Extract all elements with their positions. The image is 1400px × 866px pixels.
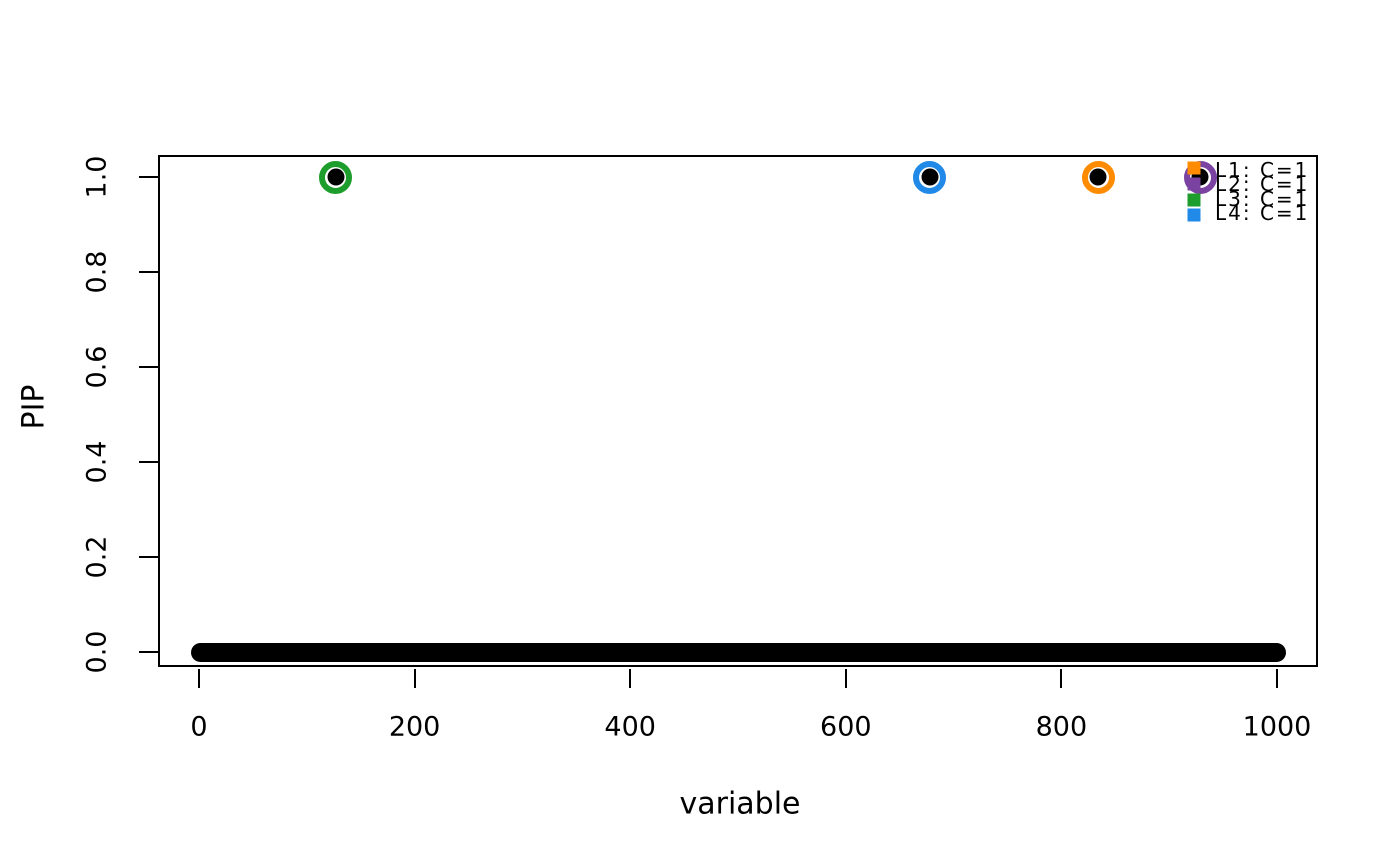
- legend-entry-label: L2: C=1: [1215, 172, 1310, 196]
- legend-color-square: [1187, 193, 1201, 207]
- x-axis-tick-label: 600: [820, 711, 872, 743]
- x-axis-title: variable: [679, 786, 801, 822]
- plot-area: [158, 155, 1318, 667]
- x-axis-tick-label: 200: [388, 711, 441, 743]
- credible-set-point: [319, 160, 353, 194]
- y-axis-tick-label: 0.2: [81, 535, 113, 579]
- x-axis-tick: [629, 669, 632, 688]
- credible-set-point: [1081, 160, 1115, 194]
- data-point-dot: [921, 168, 939, 186]
- y-axis-title: PIP: [16, 384, 52, 430]
- legend-entry-label: L4: C=1: [1215, 201, 1310, 225]
- y-axis-tick: [139, 556, 158, 558]
- x-axis-tick-label: 1000: [1242, 711, 1312, 743]
- y-axis-tick: [139, 651, 158, 653]
- y-axis-tick: [139, 271, 158, 273]
- y-axis-tick-label: 0.0: [81, 630, 113, 674]
- y-axis-tick-label: 0.6: [81, 345, 113, 389]
- x-axis-tick-label: 800: [1035, 711, 1088, 743]
- x-axis-tick: [844, 669, 847, 688]
- y-axis-tick: [139, 461, 158, 463]
- x-axis-tick-label: 0: [190, 711, 208, 743]
- x-axis-tick-label: 400: [604, 711, 656, 743]
- x-axis-tick: [198, 669, 200, 688]
- legend-entry-label: L1: C=1: [1215, 157, 1310, 182]
- x-axis-tick: [413, 669, 416, 688]
- y-axis-tick-label: 1.0: [81, 155, 113, 199]
- x-axis-tick: [1276, 669, 1278, 688]
- data-point-dot: [1089, 168, 1107, 186]
- x-axis-tick: [1060, 669, 1063, 688]
- y-axis-tick: [139, 366, 158, 368]
- y-axis-tick-label: 0.4: [81, 440, 113, 484]
- y-axis-tick-label: 0.8: [81, 250, 113, 294]
- legend-color-square: [1187, 208, 1201, 222]
- legend-color-square: [1187, 177, 1201, 191]
- legend-color-square: [1187, 161, 1201, 175]
- data-point-dot: [327, 168, 345, 186]
- credible-set-point: [913, 160, 947, 194]
- legend-entry-label: L3: C=1: [1215, 186, 1310, 211]
- y-axis-tick: [139, 176, 158, 178]
- baseline-points-band: [190, 642, 1287, 662]
